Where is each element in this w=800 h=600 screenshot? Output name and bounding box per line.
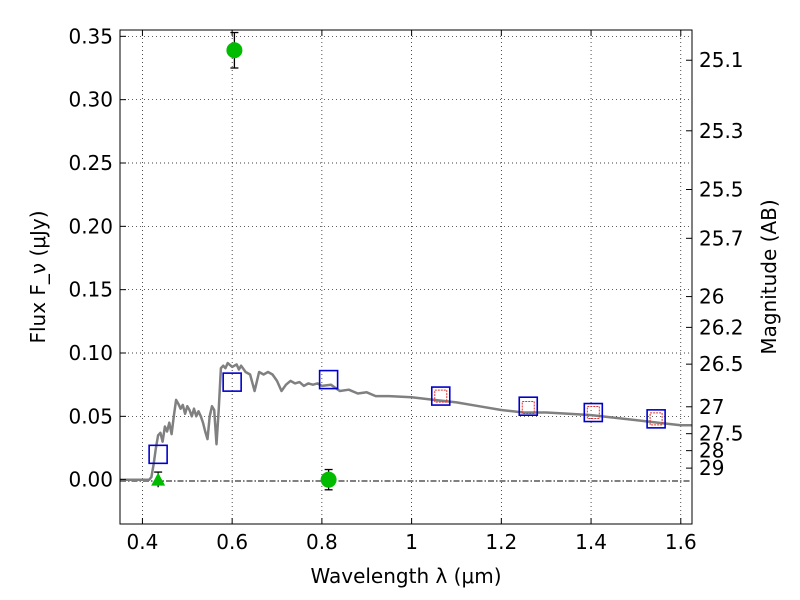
plot-frame — [119, 29, 693, 525]
y-tick-label: 0.15 — [68, 278, 113, 302]
model-photometry-square — [318, 369, 339, 390]
data-layer — [120, 31, 692, 491]
axis-ticks: 0.4 0.6 0.8 1 1.2 1.4 1.6 0.00 0.05 0.10 0.15 0.20 0… — [68, 24, 743, 554]
observed-photometry-square — [586, 406, 600, 420]
observed-photometry-square — [649, 412, 663, 426]
observed-photometry-square — [434, 389, 448, 403]
y-tick-label: 0.20 — [68, 214, 113, 238]
x-tick-label: 1.2 — [485, 530, 517, 554]
model-photometry-square — [583, 402, 604, 423]
y-tick-label: 0.05 — [68, 404, 113, 428]
y-tick-label: 0.25 — [68, 151, 113, 175]
model-photometry-square — [518, 396, 539, 417]
x-tick-label: 1.6 — [665, 530, 697, 554]
y-tick-label: 0.35 — [68, 24, 113, 48]
mag-tick-label: 26.5 — [699, 352, 744, 376]
x-tick-label: 0.6 — [216, 530, 248, 554]
model-photometry-square — [430, 386, 451, 406]
x-tick-label: 1 — [405, 530, 418, 554]
model-photometry-square — [646, 409, 666, 429]
model-sed-line — [120, 361, 692, 481]
mag-tick-label: 25.7 — [699, 226, 744, 250]
y-axis-title: Flux F_ν (μJy) — [26, 210, 50, 343]
y-axis-right-title: Magnitude (AB) — [757, 199, 781, 354]
y-tick-label: 0.10 — [68, 341, 113, 365]
mag-tick-label: 25.5 — [699, 177, 744, 201]
mag-tick-label: 25.1 — [699, 48, 744, 72]
x-axis-title: Wavelength λ (μm) — [310, 564, 501, 588]
mag-tick-label: 25.3 — [699, 119, 744, 143]
x-tick-label: 0.4 — [127, 530, 159, 554]
grid-lines — [120, 30, 692, 524]
observed-photometry-square — [521, 400, 535, 414]
upper-limit-triangle — [151, 472, 166, 486]
mag-tick-label: 27 — [699, 395, 724, 419]
mag-tick-label: 27.5 — [699, 422, 744, 446]
observed-flux-circle — [320, 471, 337, 488]
model-photometry-square — [148, 444, 168, 465]
x-tick-label: 1.4 — [575, 530, 607, 554]
mag-tick-label: 28 — [699, 439, 724, 463]
y-tick-label: 0.30 — [68, 88, 113, 112]
mag-tick-label: 26 — [699, 285, 724, 309]
observed-flux-circle — [226, 42, 243, 59]
mag-tick-label: 29 — [699, 456, 724, 480]
x-tick-label: 0.8 — [306, 530, 338, 554]
mag-tick-label: 26.2 — [699, 315, 744, 339]
y-tick-label: 0.00 — [68, 468, 113, 492]
model-photometry-square — [222, 372, 242, 392]
